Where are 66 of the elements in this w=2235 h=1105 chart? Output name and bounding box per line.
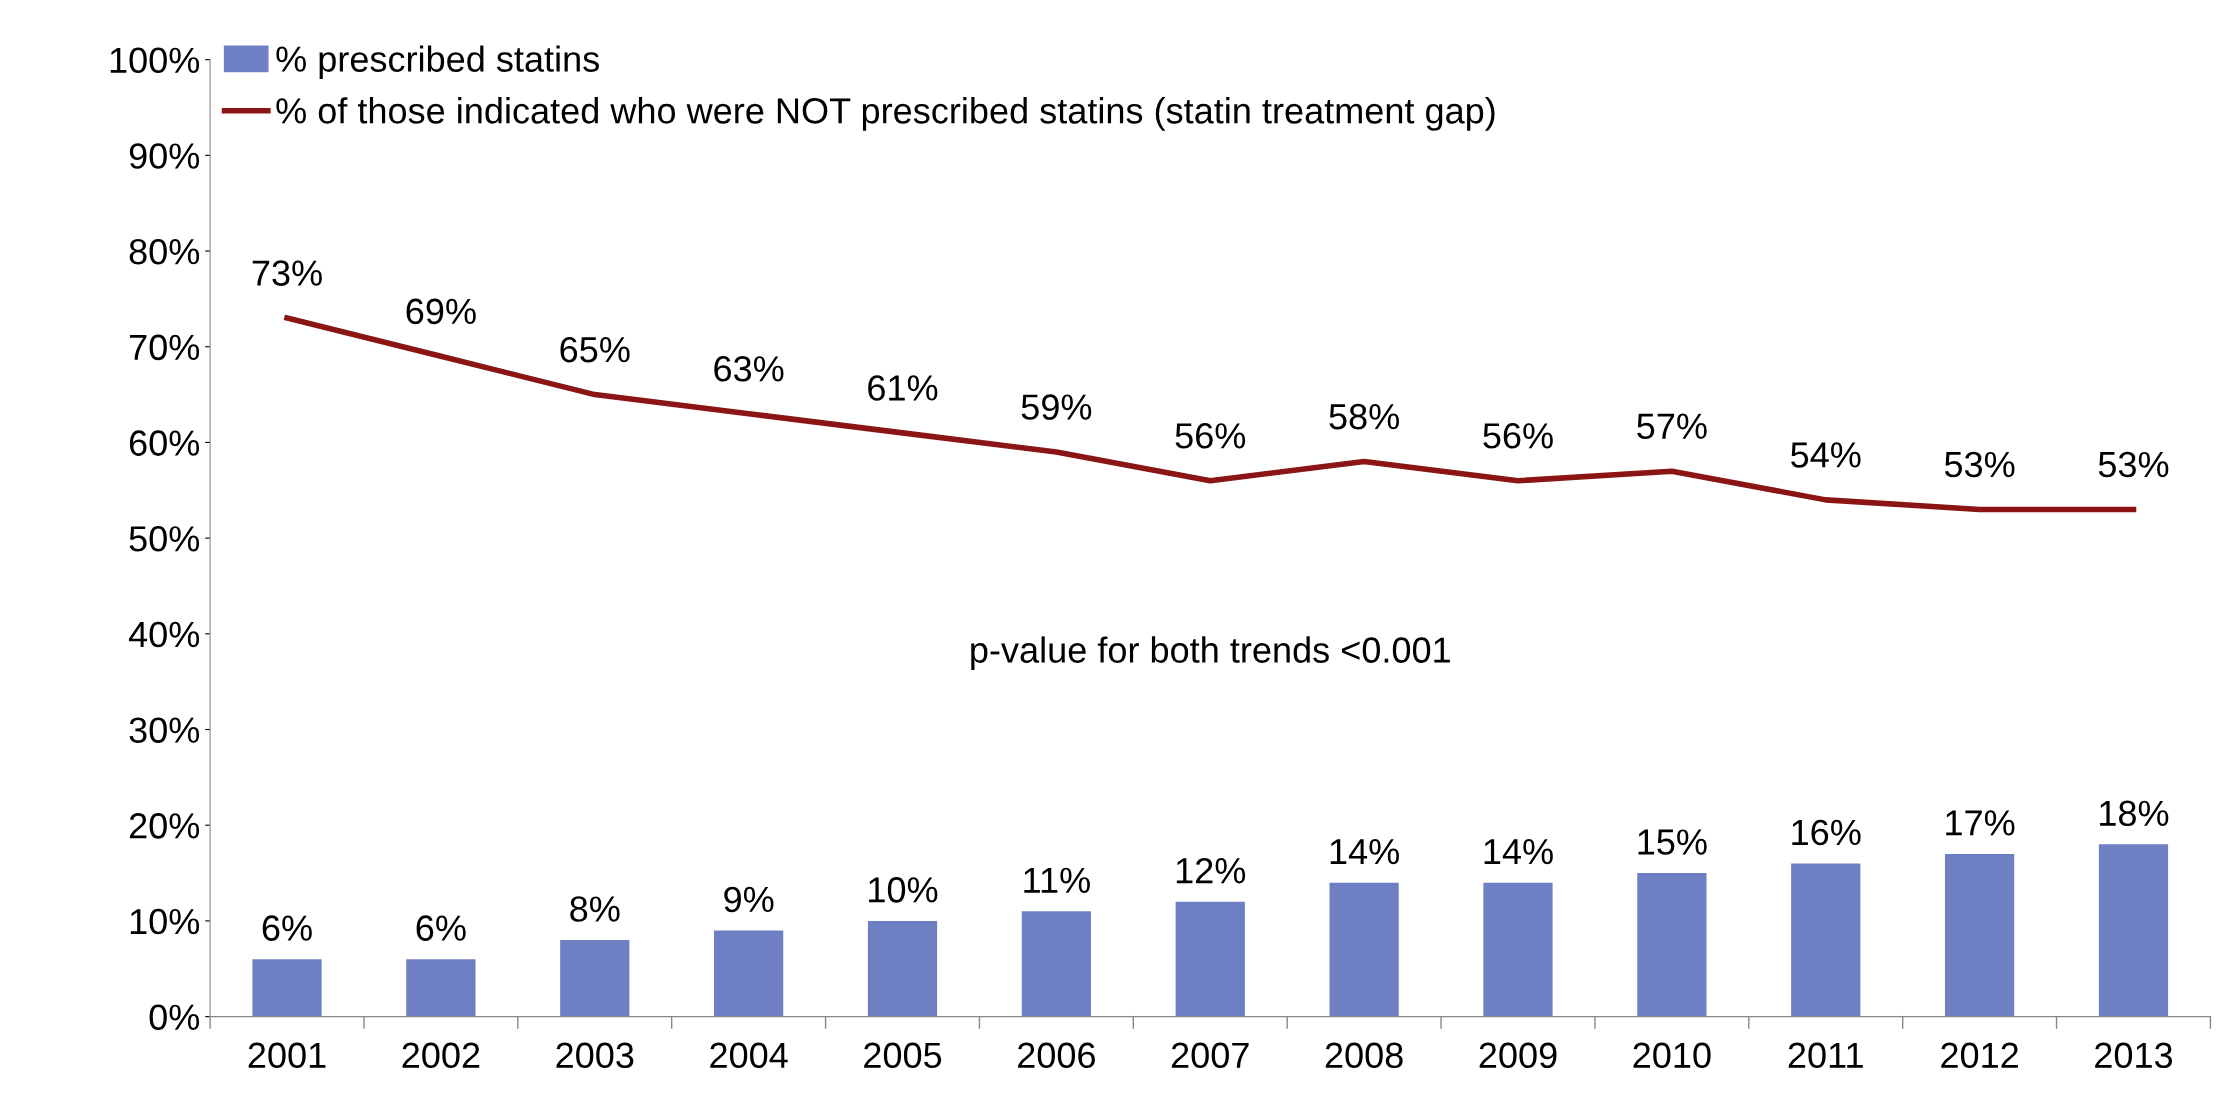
bar (867, 920, 938, 1017)
x-tick-label: 2013 (2095, 1042, 2173, 1069)
x-tick-label: 2010 (1633, 1042, 1711, 1069)
data-label: 65% (560, 336, 630, 363)
data-label: 54% (1791, 442, 1861, 468)
bar (252, 959, 322, 1017)
y-tick-label: 70% (129, 334, 200, 361)
x-tick-label: 2002 (402, 1042, 480, 1069)
data-label: 11% (1024, 867, 1090, 893)
bar (1483, 882, 1553, 1017)
x-tick-label: 2003 (556, 1042, 634, 1069)
data-label: 59% (1021, 394, 1092, 420)
bar (1329, 882, 1399, 1017)
x-tick-label: 2011 (1788, 1042, 1863, 1069)
data-label: 15% (1638, 829, 1707, 855)
data-label: 18% (2100, 800, 2169, 827)
y-tick-label: 0% (149, 1004, 200, 1031)
data-label: 56% (1483, 423, 1553, 449)
data-label: 63% (714, 356, 784, 382)
y-tick-label: 40% (128, 621, 200, 648)
bar (406, 959, 476, 1017)
bar (1944, 853, 2015, 1017)
data-label: 17% (1946, 810, 2015, 836)
y-tick-label: 30% (129, 717, 200, 743)
data-label: 12% (1176, 857, 1246, 884)
data-label: 53% (2098, 451, 2169, 478)
x-tick-label: 2008 (1325, 1042, 1403, 1069)
data-label: 6% (416, 915, 466, 941)
data-label: 16% (1792, 819, 1861, 846)
data-label: 56% (1175, 423, 1246, 449)
x-tick-label: 2009 (1479, 1042, 1557, 1069)
legend-label: % of those indicated who were NOT prescribed statins (statin treatment gap) (276, 97, 1495, 131)
legend-label: % prescribed statins (276, 45, 599, 80)
bar (2098, 844, 2169, 1017)
y-tick-label: 10% (130, 908, 200, 935)
data-label: 9% (724, 886, 774, 913)
x-tick-label: 2004 (710, 1042, 788, 1069)
data-label: 14% (1330, 838, 1399, 865)
data-label: 14% (1484, 838, 1553, 865)
y-tick-label: 100% (110, 47, 200, 74)
y-tick-label: 50% (129, 526, 200, 552)
bar (1637, 873, 1707, 1017)
bar (714, 930, 784, 1017)
y-tick-label: 20% (129, 813, 200, 839)
bar (1021, 911, 1091, 1017)
data-label: 6% (262, 915, 312, 941)
y-tick-label: 60% (129, 430, 200, 456)
x-tick-label: 2007 (1171, 1042, 1249, 1069)
bar (1791, 863, 1861, 1017)
annotation: p-value for both trends <0.001 (971, 636, 1450, 671)
x-tick-label: 2012 (1941, 1042, 2018, 1069)
bar (560, 940, 630, 1017)
x-tick-label: 2006 (1018, 1042, 1095, 1069)
bar (1175, 901, 1245, 1017)
data-label: 61% (868, 375, 938, 401)
data-label: 69% (406, 298, 476, 325)
data-label: 8% (570, 896, 620, 922)
x-tick-label: 2005 (864, 1042, 942, 1069)
data-label: 57% (1637, 413, 1707, 440)
y-tick-label: 90% (129, 143, 200, 169)
x-tick-label: 2001 (248, 1042, 326, 1069)
data-label: 58% (1329, 403, 1399, 430)
y-tick-label: 80% (129, 238, 200, 265)
data-label: 73% (252, 260, 322, 286)
data-label: 53% (1944, 451, 2015, 478)
data-label: 10% (869, 877, 938, 903)
